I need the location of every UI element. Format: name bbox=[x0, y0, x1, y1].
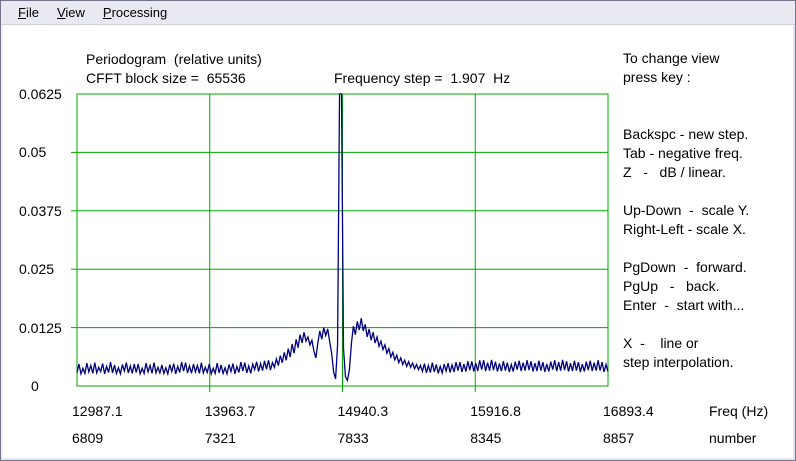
x-axis-unit-freq: Freq (Hz) bbox=[709, 403, 769, 419]
x-number-tick-label: 6809 bbox=[72, 430, 104, 446]
spectrum-trace bbox=[76, 93, 609, 383]
y-tick-label: 0.0375 bbox=[19, 202, 62, 219]
help-line: Up-Down - scale Y. bbox=[623, 202, 750, 218]
help-line bbox=[623, 239, 795, 258]
y-tick-label: 0.0125 bbox=[19, 319, 62, 336]
menu-item-view[interactable]: View bbox=[56, 5, 85, 20]
help-line: Backspc - new step. bbox=[623, 126, 749, 142]
y-tick-label: 0.0625 bbox=[19, 86, 62, 102]
menu-item-processing[interactable]: Processing bbox=[102, 5, 168, 20]
y-tick-label: 0 bbox=[31, 378, 39, 394]
help-line: X - line or bbox=[623, 335, 699, 351]
x-freq-tick-label: 12987.1 bbox=[72, 403, 123, 419]
periodogram-plot bbox=[71, 93, 609, 392]
help-line: Enter - start with... bbox=[623, 297, 745, 313]
help-line bbox=[623, 87, 795, 106]
help-line: PgDown - forward. bbox=[623, 259, 747, 275]
keyboard-help-panel: To change view press key : Backspc - new … bbox=[623, 49, 795, 372]
y-tick-label: 0.025 bbox=[19, 261, 55, 278]
x-number-tick-label: 7833 bbox=[337, 430, 369, 446]
help-line: PgUp - back. bbox=[623, 278, 720, 294]
help-line bbox=[623, 315, 795, 334]
x-number-tick-label: 8857 bbox=[603, 430, 635, 446]
x-freq-tick-label: 15916.8 bbox=[470, 403, 521, 419]
help-line: press key : bbox=[623, 69, 691, 85]
frequency-step-text: Frequency step = 1.907 Hz bbox=[334, 70, 511, 86]
help-line: To change view bbox=[623, 50, 720, 66]
help-line: Z - dB / linear. bbox=[623, 164, 726, 180]
y-tick-label: 0.05 bbox=[19, 144, 47, 161]
menu-bar: File View Processing bbox=[1, 1, 795, 25]
x-axis-unit-number: number bbox=[709, 430, 757, 446]
x-number-tick-label: 8345 bbox=[470, 430, 502, 446]
x-freq-tick-label: 16893.4 bbox=[603, 403, 654, 419]
x-number-tick-label: 7321 bbox=[204, 430, 236, 446]
block-size-text: CFFT block size = 65536 bbox=[86, 70, 246, 86]
help-line bbox=[623, 182, 795, 201]
help-line: Tab - negative freq. bbox=[623, 145, 743, 161]
menu-item-file[interactable]: File bbox=[18, 5, 39, 20]
help-line bbox=[623, 106, 795, 125]
help-line: Right-Left - scale X. bbox=[623, 221, 746, 237]
x-freq-tick-label: 13963.7 bbox=[204, 403, 256, 419]
help-line: step interpolation. bbox=[623, 354, 734, 370]
x-freq-tick-label: 14940.3 bbox=[337, 403, 389, 419]
chart-title: Periodogram (relative units) bbox=[86, 51, 262, 67]
